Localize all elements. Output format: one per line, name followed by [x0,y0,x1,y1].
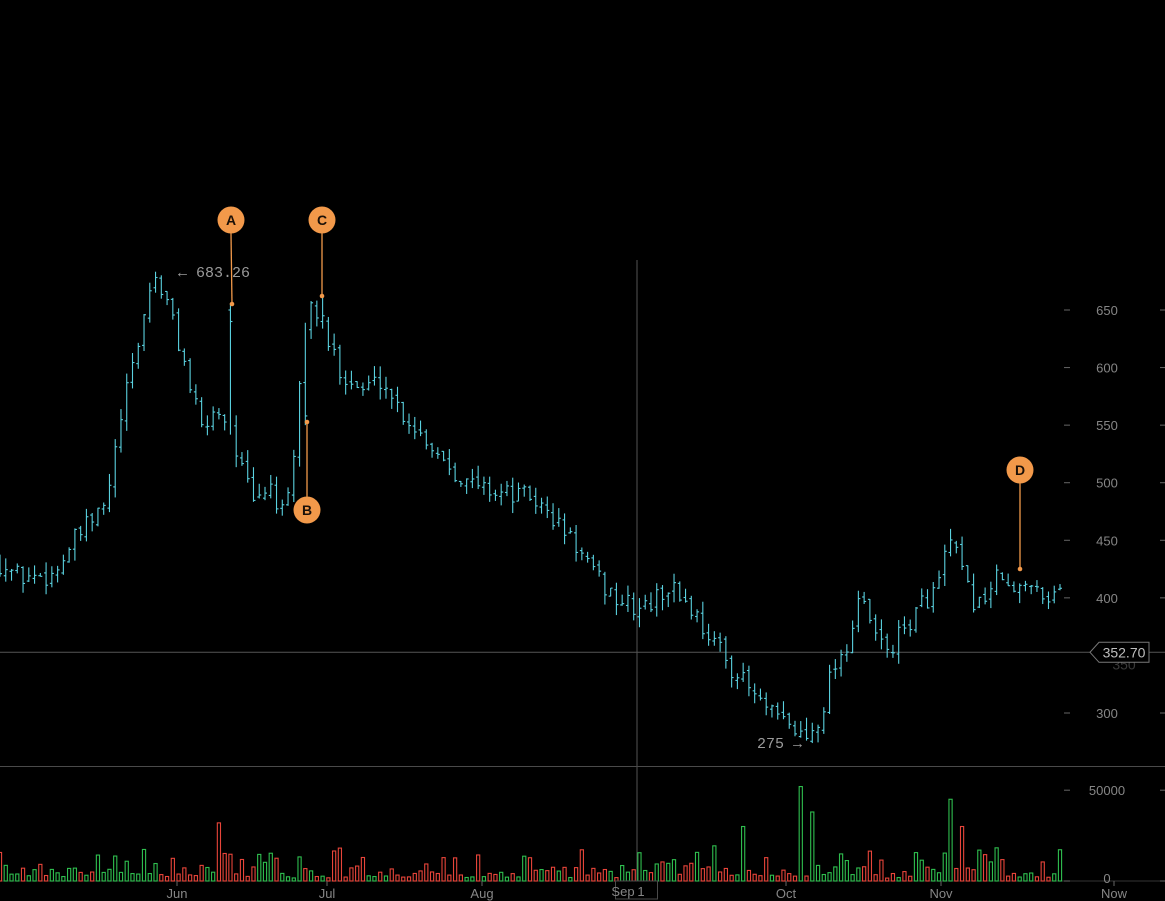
svg-text:D: D [1015,462,1025,478]
svg-text:352.70: 352.70 [1103,644,1146,660]
svg-text:Oct: Oct [776,886,797,901]
svg-text:650: 650 [1096,303,1118,318]
svg-text:275 →: 275 → [757,736,802,753]
svg-text:Jul: Jul [319,886,336,901]
svg-text:Sep: Sep [611,884,634,899]
svg-text:300: 300 [1096,706,1118,721]
svg-text:Nov: Nov [929,886,953,901]
svg-text:C: C [317,212,327,228]
svg-text:Now: Now [1101,886,1128,901]
svg-text:600: 600 [1096,361,1118,376]
svg-text:50000: 50000 [1089,783,1125,798]
svg-text:Aug: Aug [470,886,493,901]
svg-text:550: 550 [1096,418,1118,433]
svg-text:400: 400 [1096,591,1118,606]
svg-text:0: 0 [1103,871,1110,886]
svg-text:1: 1 [637,884,644,899]
svg-text:Jun: Jun [167,886,188,901]
svg-text:A: A [226,212,236,228]
svg-text:500: 500 [1096,476,1118,491]
svg-text:B: B [302,502,312,518]
svg-text:450: 450 [1096,533,1118,548]
svg-text:← 683.26: ← 683.26 [178,265,250,282]
